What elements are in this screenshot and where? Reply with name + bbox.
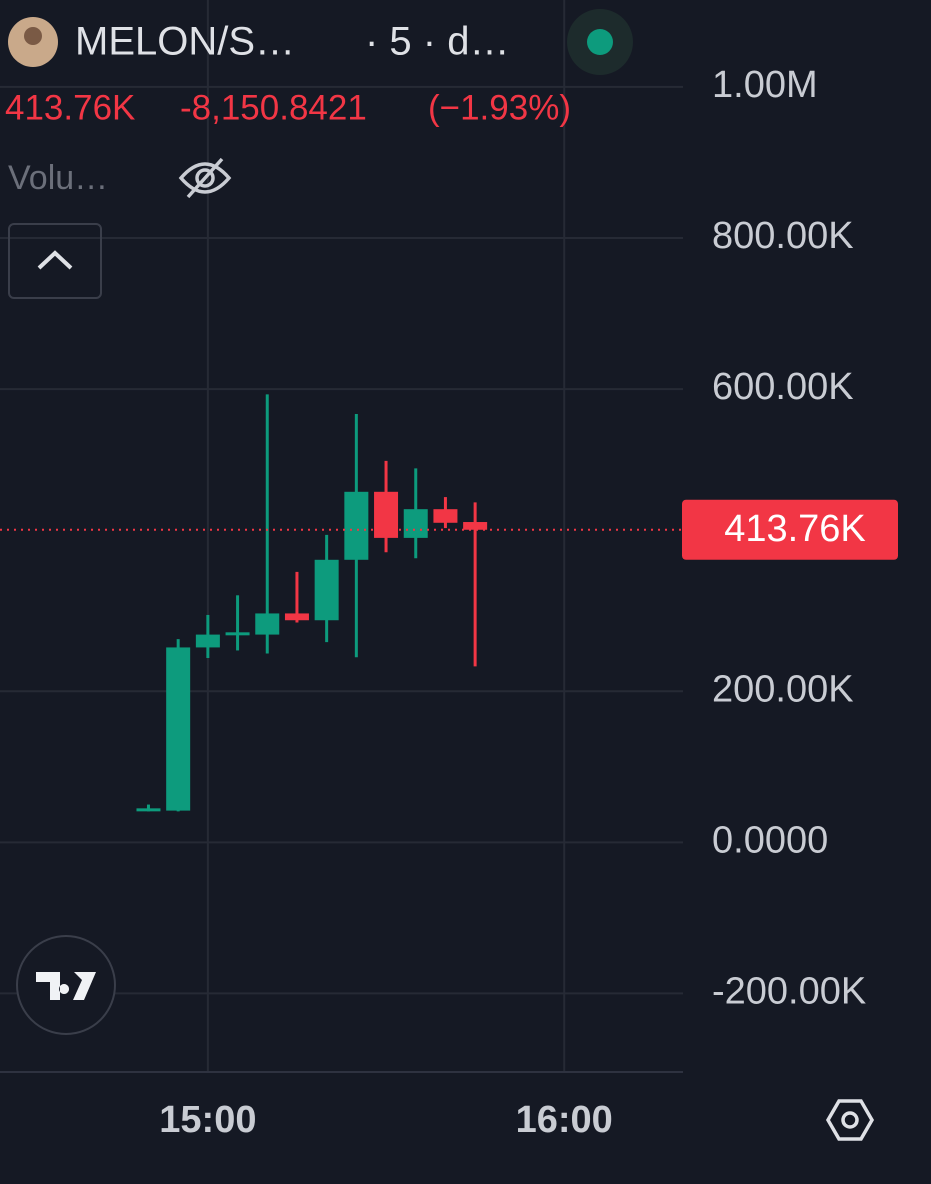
- candles: [136, 394, 488, 812]
- price: 413.76K: [5, 88, 135, 127]
- candle-body: [195, 634, 220, 648]
- candle-body: [136, 808, 161, 812]
- indicator[interactable]: Volu…: [8, 159, 108, 197]
- symbol[interactable]: MELON/S…: [75, 20, 295, 64]
- last-price-label: 413.76K: [724, 508, 866, 550]
- candle-body: [225, 632, 250, 636]
- collapse-button[interactable]: [8, 223, 102, 299]
- change-pct: (−1.93%): [428, 88, 571, 127]
- candle-body: [433, 509, 458, 523]
- candle-body: [403, 509, 428, 538]
- candle-body: [463, 522, 488, 530]
- settings-icon[interactable]: [825, 1099, 875, 1141]
- interval[interactable]: · 5 · d…: [365, 20, 509, 64]
- y-tick-label: 800.00K: [712, 215, 854, 257]
- status-dot: [587, 29, 613, 55]
- candle-body: [284, 613, 309, 621]
- tv-logo-mark: [36, 972, 96, 1000]
- candle-body: [255, 613, 280, 635]
- candle-body: [344, 491, 369, 560]
- candle-body: [314, 559, 339, 621]
- change: -8,150.8421: [180, 88, 367, 127]
- y-tick-label: 600.00K: [712, 366, 854, 408]
- y-tick-label: 0.0000: [712, 819, 828, 861]
- y-tick-label: -200.00K: [712, 970, 866, 1012]
- y-tick-label: 200.00K: [712, 668, 854, 710]
- eye-off-icon[interactable]: [178, 157, 232, 199]
- last-price-box: [682, 499, 898, 560]
- candle-body: [166, 647, 191, 811]
- avatar-head: [24, 27, 42, 45]
- x-tick-label: 16:00: [516, 1099, 613, 1141]
- x-tick-label: 15:00: [159, 1099, 256, 1141]
- candle-body: [374, 491, 399, 538]
- y-tick-label: 1.00M: [712, 64, 818, 106]
- chevron-up: [37, 250, 73, 270]
